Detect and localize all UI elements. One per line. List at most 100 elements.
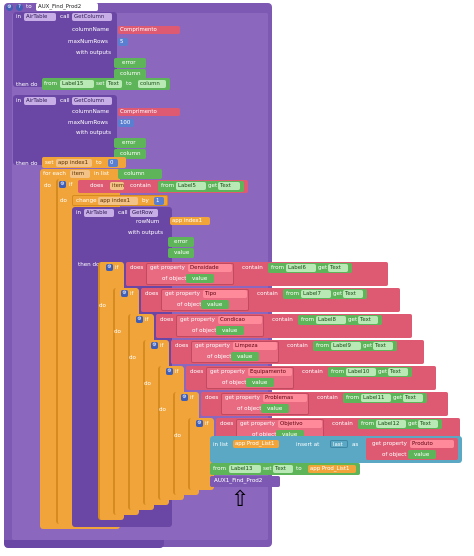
getcolumn-call-2[interactable] <box>13 95 117 165</box>
index-var-dropdown[interactable]: app index1 <box>98 197 138 205</box>
component-dropdown[interactable]: AirTable <box>24 97 56 105</box>
of-object-label: of object <box>207 354 232 360</box>
get-label: get <box>393 395 403 401</box>
contain-label: contain <box>332 421 353 427</box>
component-dropdown[interactable]: AirTable <box>84 209 114 217</box>
procedure-name[interactable]: AUX_Find_Prod2 <box>36 3 98 11</box>
contain-label: contain <box>302 369 323 375</box>
gear-icon[interactable]: ⚙ <box>196 420 203 427</box>
label-dropdown[interactable]: Label10 <box>346 368 376 376</box>
method-dropdown[interactable]: GetColumn <box>72 97 112 105</box>
max-rows-number[interactable]: 100 <box>118 119 134 127</box>
text-prop-dropdown[interactable]: Text <box>373 342 393 350</box>
item-var[interactable]: item <box>110 182 125 190</box>
last-position[interactable]: last <box>330 440 348 448</box>
value-var <box>246 378 274 387</box>
text-prop-dropdown[interactable]: Text <box>358 316 378 324</box>
gear-icon[interactable]: ⚙ <box>106 264 113 271</box>
if-label: if <box>130 291 134 297</box>
label-dropdown[interactable]: Label6 <box>286 264 316 272</box>
text-prop-dropdown[interactable]: Text <box>218 182 240 190</box>
set-label: set <box>263 466 272 472</box>
does-label: does <box>220 421 234 427</box>
row-num-var[interactable]: app index1 <box>170 217 210 225</box>
text-prop-dropdown[interactable]: Text <box>388 368 408 376</box>
prod-list-var[interactable]: app Prod_List1 <box>233 440 279 448</box>
label-dropdown[interactable]: Label7 <box>301 290 331 298</box>
get-property-label: get property <box>180 317 215 323</box>
if-label: if <box>115 265 119 271</box>
if-label: if <box>175 369 179 375</box>
label-dropdown[interactable]: Label9 <box>331 342 361 350</box>
column-var[interactable]: column <box>138 80 166 88</box>
text-prop-dropdown[interactable]: Text <box>403 394 423 402</box>
value-label: value <box>267 406 283 412</box>
text-prop-dropdown[interactable]: Text <box>106 80 122 88</box>
from-label: from <box>44 81 58 87</box>
get-label: get <box>363 343 373 349</box>
gear-icon[interactable]: ⚙ <box>6 4 13 11</box>
value-var <box>201 300 229 309</box>
key-string[interactable]: Condicao <box>218 316 262 324</box>
key-string[interactable]: Limpeza <box>233 342 277 350</box>
text-prop-dropdown[interactable]: Text <box>273 465 293 473</box>
value-var <box>408 450 436 459</box>
call-label: call <box>118 210 128 216</box>
index-var-dropdown[interactable]: app index1 <box>56 159 92 167</box>
label-dropdown[interactable]: Label12 <box>376 420 406 428</box>
key-string[interactable]: Tipo <box>203 290 247 298</box>
gear-icon[interactable]: ⚙ <box>166 368 173 375</box>
error-output: error <box>122 60 136 66</box>
label-dropdown[interactable]: Label8 <box>316 316 346 324</box>
in-label: in <box>16 98 22 104</box>
component-dropdown[interactable]: AirTable <box>24 13 56 21</box>
zero-number[interactable]: 0 <box>108 159 118 167</box>
if-block-8[interactable] <box>188 418 214 490</box>
item-var[interactable]: item <box>70 170 90 178</box>
gear-icon[interactable]: ⚙ <box>121 290 128 297</box>
gear-icon[interactable]: ⚙ <box>181 394 188 401</box>
column-name-string[interactable]: Comprimento <box>118 108 180 116</box>
key-string[interactable]: Objetivo <box>278 420 322 428</box>
label15-dropdown[interactable]: Label15 <box>60 80 94 88</box>
output-column <box>114 69 146 79</box>
text-prop-dropdown[interactable]: Text <box>418 420 438 428</box>
one-number[interactable]: 1 <box>154 197 164 205</box>
method-dropdown[interactable]: GetRow <box>130 209 158 217</box>
key-string[interactable]: Problemas <box>263 394 307 402</box>
label-dropdown[interactable]: Label11 <box>361 394 391 402</box>
key-string[interactable]: Equipamento <box>248 368 292 376</box>
label5-dropdown[interactable]: Label5 <box>176 182 206 190</box>
from-label: from <box>346 395 360 401</box>
output-column <box>114 149 146 159</box>
from-label: from <box>286 291 300 297</box>
to-label: to <box>96 160 102 166</box>
gear-icon[interactable]: ⚙ <box>136 316 143 323</box>
gear-icon[interactable]: ⚙ <box>59 181 66 188</box>
value-label: value <box>414 452 430 458</box>
get-property-label: get property <box>195 343 230 349</box>
from-label: from <box>161 183 175 189</box>
label13-dropdown[interactable]: Label13 <box>229 465 261 473</box>
produto-string[interactable]: Produto <box>410 440 454 448</box>
does-label: does <box>190 369 204 375</box>
getcolumn-call-1[interactable] <box>13 12 117 87</box>
text-prop-dropdown[interactable]: Text <box>328 264 348 272</box>
prod-list-var[interactable]: app Prod_List1 <box>308 465 356 473</box>
max-rows-number[interactable]: 5 <box>118 38 128 46</box>
of-object-label: of object <box>252 432 277 438</box>
column-name-label: columnName <box>72 27 110 33</box>
column-name-string[interactable]: Comprimento <box>118 26 180 34</box>
if-label: if <box>145 317 149 323</box>
key-string[interactable]: Densidade <box>188 264 232 272</box>
gear-icon[interactable]: ⚙ <box>151 342 158 349</box>
does-label: does <box>90 183 104 189</box>
help-icon[interactable]: ? <box>16 4 23 11</box>
method-dropdown[interactable]: GetColumn <box>72 13 112 21</box>
in-label: in <box>16 14 22 20</box>
text-prop-dropdown[interactable]: Text <box>343 290 363 298</box>
contain-label: contain <box>242 265 263 271</box>
call-procedure-block[interactable] <box>210 476 280 487</box>
contain-label: contain <box>130 183 151 189</box>
from-label: from <box>213 466 227 472</box>
